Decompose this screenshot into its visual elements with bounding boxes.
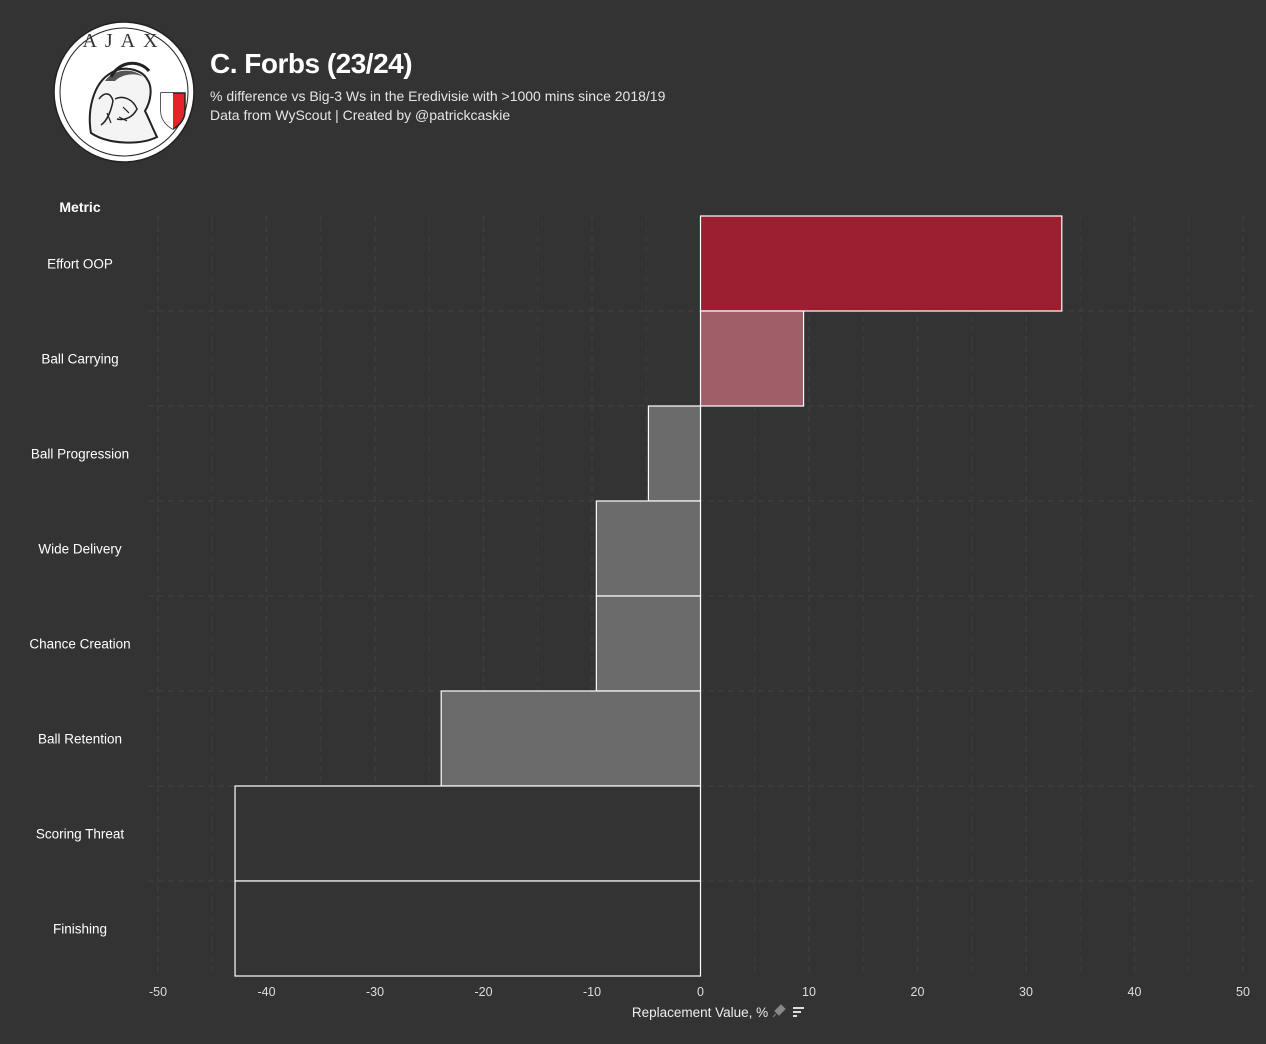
category-label: Finishing — [53, 922, 107, 937]
pin-icon — [772, 1004, 786, 1018]
x-tick-label: 0 — [697, 985, 704, 999]
chart-title: C. Forbs (23/24) — [210, 48, 413, 79]
bar-scoring-threat — [234, 785, 702, 882]
bar-ball-retention — [440, 690, 702, 787]
x-tick-label: -30 — [366, 985, 384, 999]
x-tick-label: -20 — [474, 985, 492, 999]
ajax-logo: AJAX — [53, 21, 195, 163]
chart-credits: Data from WyScout | Created by @patrickc… — [210, 107, 511, 123]
chart-subtitle: % difference vs Big-3 Ws in the Eredivis… — [210, 88, 666, 104]
x-tick-label: 30 — [1019, 985, 1033, 999]
x-tick-label: -50 — [149, 985, 167, 999]
bar-finishing — [234, 880, 702, 977]
x-tick-label: 20 — [911, 985, 925, 999]
category-label: Ball Carrying — [41, 352, 118, 367]
bar-wide-delivery — [595, 500, 702, 597]
category-label: Wide Delivery — [38, 542, 122, 557]
category-label: Ball Retention — [38, 732, 122, 747]
logo-lettering: AJAX — [82, 30, 165, 52]
category-label: Scoring Threat — [36, 827, 125, 842]
y-axis-title: Metric — [59, 199, 100, 215]
x-tick-label: 10 — [802, 985, 816, 999]
bar-chance-creation — [595, 595, 702, 692]
category-label: Chance Creation — [29, 637, 130, 652]
x-tick-label: 50 — [1236, 985, 1250, 999]
x-axis-title: Replacement Value, % — [632, 1005, 768, 1020]
x-tick-label: -40 — [257, 985, 275, 999]
sort-icon — [793, 1007, 804, 1017]
bar-effort-oop — [699, 215, 1063, 312]
x-tick-label: -10 — [583, 985, 601, 999]
bar-ball-carrying — [699, 310, 805, 407]
bar-ball-progression — [647, 405, 702, 502]
category-label: Effort OOP — [47, 257, 113, 272]
category-label: Ball Progression — [31, 447, 129, 462]
x-tick-label: 40 — [1128, 985, 1142, 999]
